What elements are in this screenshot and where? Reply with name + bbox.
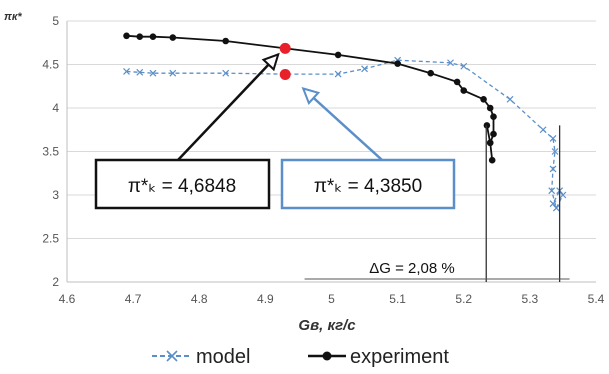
data-point-experiment [334,51,342,59]
data-point-experiment [483,122,491,129]
data-point-experiment [460,87,468,94]
x-tick-label: 5.2 [455,292,472,306]
arrow-experiment-head [261,52,280,72]
x-tick-label: 4.9 [257,292,274,306]
legend-model-label: model [196,346,250,368]
y-tick-label: 3 [52,188,59,202]
data-point-model [548,187,556,195]
data-point-experiment [169,34,177,41]
data-point-experiment [490,113,497,120]
arrow-experiment-shaft [177,53,280,161]
highlighted-point [279,42,291,54]
callout-layer: π*ₖ = 4,6848 π*ₖ = 4,3850 ΔG = 2,08 % [94,52,570,282]
x-tick-label: 5 [328,292,335,306]
x-tick-label: 5.3 [522,292,539,306]
series-layer [123,32,567,212]
grid-layer [67,20,596,283]
data-point-experiment [488,156,496,164]
y-tick-label: 4 [52,101,59,115]
data-point-model [549,165,557,173]
data-point-model [549,200,557,208]
y-axis-label: πк* [4,11,22,23]
data-point-experiment [427,69,434,77]
y-tick-label: 3.5 [42,145,59,159]
legend-experiment-label: experiment [350,346,449,368]
y-tick-label: 2.5 [42,232,59,246]
data-point-model [222,69,230,77]
data-point-model [169,69,177,77]
data-point-model [136,68,144,76]
data-point-experiment [486,139,494,147]
data-point-model [552,204,560,212]
data-point-experiment [453,78,461,86]
x-tick-label: 4.6 [59,292,76,306]
data-point-model [460,62,468,70]
legend-experiment-marker [322,351,332,361]
data-point-model [149,69,157,77]
x-tick-label: 4.7 [125,292,142,306]
annotation-text-experiment: π*ₖ = 4,6848 [128,176,236,197]
x-tick-label: 5.4 [588,292,605,306]
arrow-model-shaft [302,87,383,161]
data-point-experiment [480,96,487,103]
y-tick-label: 4.5 [42,58,59,72]
arrow-model-head [301,87,321,105]
axis-layer: 2 2.5 3 3.5 4 4.5 5 4.6 4.7 4.8 4.9 5 5.1 5.2 5.3 5.4 [42,14,604,306]
data-point-model [334,70,342,78]
data-point-experiment [123,32,130,40]
data-point-experiment [222,37,229,45]
highlighted-point [279,69,291,81]
data-point-experiment [394,60,401,67]
data-point-model [551,148,559,155]
annotation-text-model: π*ₖ = 4,3850 [314,176,422,197]
data-point-model [559,191,567,199]
data-point-experiment [486,104,494,112]
annotation-box-experiment [94,158,271,210]
data-point-model [539,126,547,134]
data-point-experiment [149,33,157,40]
data-point-model [123,68,130,75]
data-point-experiment [490,130,497,138]
annotation-box-model [280,158,456,210]
data-point-model [506,95,514,103]
y-tick-label: 2 [52,275,59,289]
x-axis-label: Gв, кг/с [298,317,356,334]
x-tick-label: 5.1 [389,292,406,306]
legend-model-marker [166,350,178,362]
legend: model experiment [152,346,449,368]
data-point-model [447,59,454,67]
data-point-model [549,135,557,142]
data-point-experiment [136,33,144,40]
delta-g-label: ΔG = 2,08 % [369,260,454,277]
y-tick-label: 5 [52,14,59,28]
x-tick-label: 4.8 [191,292,208,306]
data-point-model [361,65,368,73]
